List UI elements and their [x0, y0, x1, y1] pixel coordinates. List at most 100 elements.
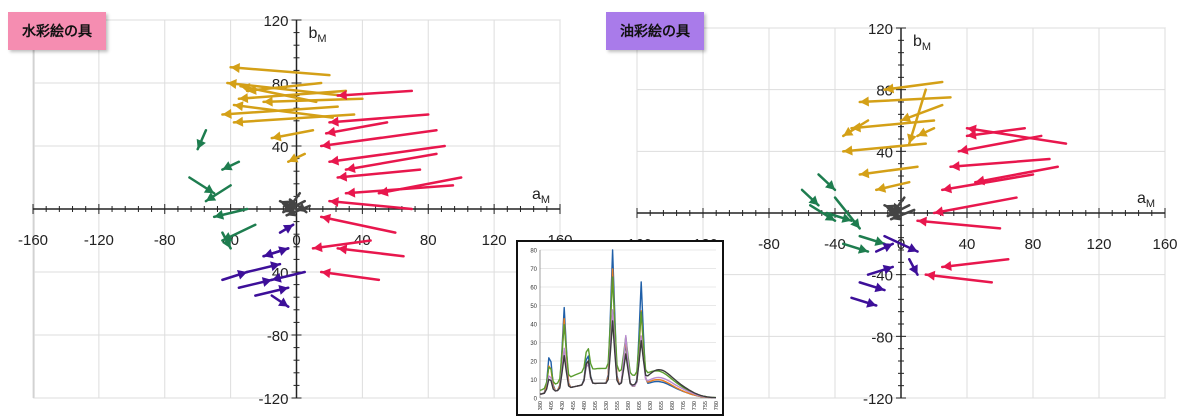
vector-arrow-shaft	[328, 113, 430, 124]
watercolor-badge: 水彩絵の具	[8, 12, 106, 50]
vector-arrow-shaft	[239, 84, 318, 104]
vector-arrow-shaft	[949, 157, 1051, 168]
vector-arrow-head	[203, 184, 215, 194]
vector-arrow-head	[942, 183, 952, 194]
x-tick-label: 80	[1025, 236, 1042, 253]
x-tick-label: 120	[482, 232, 507, 249]
inset-y-tick-label: 30	[530, 341, 537, 347]
inset-y-tick-label: 10	[530, 378, 537, 384]
vector-arrow-shaft	[932, 196, 1018, 215]
vector-arrow-head	[850, 218, 860, 229]
vector-arrow-head	[942, 260, 952, 271]
inset-x-tick-label: 480	[582, 401, 588, 410]
inset-x-tick-label: 730	[692, 401, 698, 410]
x-tick-label: -80	[758, 236, 780, 253]
vector-arrow-head	[874, 236, 885, 246]
vector-arrow-head	[843, 145, 853, 156]
inset-y-tick-label: 80	[530, 249, 537, 255]
vector-arrow-shaft	[974, 165, 1059, 184]
vector-arrow-head	[882, 243, 893, 253]
vector-arrow-head	[337, 90, 347, 101]
x-tick-label: 40	[959, 236, 976, 253]
vector-arrow-head	[874, 282, 885, 293]
vector-arrow-head	[337, 244, 348, 255]
vector-arrow-head	[892, 202, 903, 213]
vector-arrow-head	[280, 200, 291, 210]
vector-arrow-head	[278, 284, 289, 295]
vector-arrow-head	[312, 242, 323, 253]
vector-arrow-head	[917, 216, 927, 227]
vector-arrow-head	[859, 168, 870, 179]
watercolor-chart: -160-120-804004080120160-120-80404080120…	[18, 13, 573, 408]
vector-arrow-head	[230, 62, 240, 73]
vector-arrow-head	[263, 248, 274, 259]
spectrum-inset-svg: 0 10 20 30 40 50 60 70 80 380 405 430 455 480 505 530 55…	[530, 249, 720, 411]
inset-x-tick-label: 680	[670, 401, 676, 410]
x-tick-label: -80	[154, 232, 176, 249]
inset-y-tick-label: 70	[530, 267, 537, 273]
vector-arrow-head	[337, 171, 348, 182]
x-axis-label-subscript: M	[1146, 198, 1155, 210]
y-tick-label: -80	[267, 328, 289, 345]
vector-arrow-head	[967, 129, 977, 140]
oil-paint-chart-svg: -160-120-80-4004080120160-120-80-4040801…	[622, 21, 1178, 408]
y-axis-label-subscript: M	[317, 33, 326, 45]
inset-x-tick-label: 380	[538, 401, 544, 410]
inset-y-tick-label: 0	[534, 397, 538, 403]
vector-arrow-head	[876, 182, 887, 193]
vector-arrow-head	[884, 83, 895, 94]
vector-arrow-head	[263, 96, 273, 107]
vector-arrow-head	[247, 84, 257, 95]
vector-arrow-head	[841, 213, 852, 223]
x-tick-label: 0	[292, 232, 300, 249]
vector-arrow-head	[278, 297, 289, 307]
inset-x-tick-label: 555	[615, 401, 621, 410]
vector-arrow-head	[329, 197, 339, 207]
vector-arrow-head	[321, 213, 332, 224]
vector-arrow-head	[233, 116, 244, 127]
vector-arrow-shaft	[965, 126, 1026, 138]
vector-arrow-shaft	[941, 173, 1035, 192]
vector-arrow-head	[296, 202, 307, 213]
vector-arrow-head	[237, 269, 248, 280]
inset-x-tick-label: 630	[648, 401, 654, 410]
vector-arrow-head	[891, 211, 902, 221]
vector-arrow-shaft	[924, 273, 993, 284]
inset-y-tick-label: 50	[530, 304, 537, 310]
inset-spectrum-line	[539, 320, 717, 399]
inset-x-tick-label: 530	[604, 401, 610, 410]
vector-arrow-head	[884, 204, 895, 214]
vector-arrow-head	[288, 153, 299, 163]
vector-arrow-head	[950, 161, 960, 172]
vector-arrow-shaft	[232, 103, 334, 119]
vector-arrow-shaft	[232, 113, 356, 124]
vector-arrow-shaft	[319, 270, 381, 282]
y-axis-label: bM	[309, 25, 327, 45]
vector-arrow-head	[345, 187, 356, 198]
vector-arrow-head	[222, 161, 233, 171]
vector-arrow-head	[882, 264, 893, 275]
vector-arrow-head	[329, 155, 340, 166]
inset-x-tick-label: 405	[549, 401, 555, 410]
vector-arrow-shaft	[319, 215, 397, 234]
vector-arrow-head	[857, 244, 868, 254]
vector-arrow-head	[214, 209, 225, 220]
vector-arrow-head	[934, 206, 944, 217]
vector-arrow-shaft	[957, 134, 1043, 153]
inset-y-tick-label: 20	[530, 360, 537, 366]
vector-arrow-shaft	[842, 142, 927, 153]
inset-x-tick-label: 705	[681, 401, 687, 410]
vector-arrow-shaft	[328, 199, 414, 211]
vector-arrow-shaft	[858, 96, 952, 104]
x-axis-label: aM	[1137, 190, 1155, 210]
vector-arrow-head	[282, 224, 294, 234]
inset-x-tick-label: 605	[637, 401, 643, 410]
oil-paint-chart: -160-120-80-4004080120160-120-80-4040801…	[600, 0, 1178, 416]
y-tick-label: 120	[263, 13, 288, 30]
vector-arrow-head	[329, 116, 339, 127]
inset-y-tick-label: 60	[530, 286, 537, 292]
y-tick-label: -80	[871, 329, 893, 346]
vector-arrow-head	[205, 192, 217, 202]
inset-x-tick-label: 505	[593, 401, 599, 410]
vector-arrow-head	[345, 163, 356, 174]
